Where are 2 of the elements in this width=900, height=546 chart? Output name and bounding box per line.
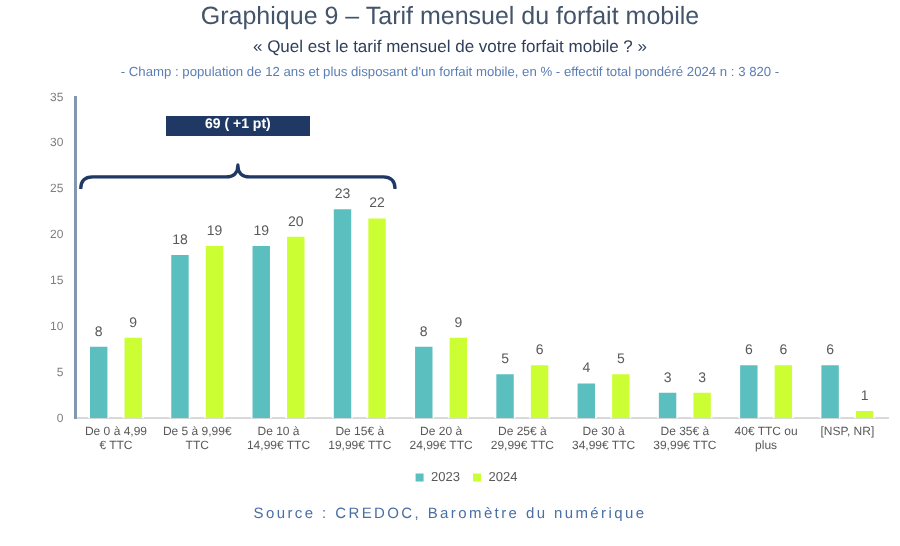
chart-subtitle: « Quel est le tarif mensuel de votre forfait mobile ? » bbox=[250, 34, 649, 58]
chart-title: Graphique 9 – Tarif mensuel du forfait mobile bbox=[198, 2, 702, 32]
